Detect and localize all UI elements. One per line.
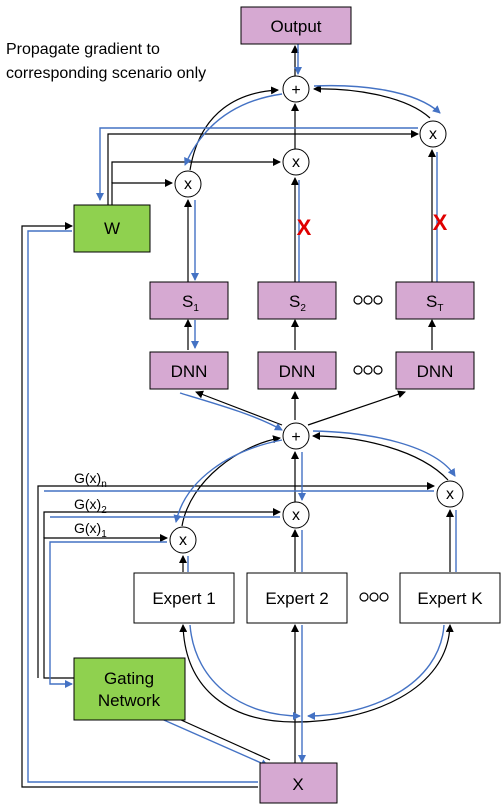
w-label: W — [104, 219, 120, 238]
edge-multT-to-plus — [313, 84, 431, 119]
grad-bmult-to-gating — [49, 541, 167, 688]
mult-bottom-k — [436, 480, 464, 508]
gate-label-2: G(x)2 — [74, 496, 107, 516]
edge-w-to-mult2 — [111, 158, 281, 183]
ellipsis-dnn — [353, 365, 383, 375]
gating-network-box — [73, 657, 186, 721]
gating-label-line2: Network — [98, 691, 161, 710]
dnn3-label: DNN — [417, 362, 454, 381]
mult-bottom-1-sign: x — [179, 532, 187, 549]
note-line-1: Propagate gradient to — [6, 41, 160, 58]
plus-top-sign: + — [291, 82, 300, 99]
edge-gating-to-bmult1 — [43, 534, 168, 679]
grad-w-to-x — [27, 230, 258, 783]
edge-x-to-w — [21, 222, 258, 788]
gate-label-1: G(x)1 — [74, 520, 107, 540]
plus-bottom-sign: + — [291, 429, 300, 446]
mult-top-1-sign: x — [184, 176, 192, 193]
s1-box — [149, 281, 229, 320]
gate-label-n: G(x)n — [74, 470, 107, 490]
expert2-label: Expert 2 — [265, 589, 328, 608]
dnn3-box — [395, 351, 475, 390]
s2-box — [257, 281, 337, 320]
expertk-box — [399, 572, 501, 624]
plus-bottom — [282, 422, 310, 450]
grad-dnn1-to-plus2 — [179, 392, 283, 431]
output-label: Output — [270, 17, 321, 36]
edge-x-to-expert1 — [179, 624, 296, 723]
x-input-box — [259, 762, 338, 804]
edge-bmultK-to-plus2 — [312, 432, 449, 481]
s1-label: S1 — [182, 292, 199, 314]
grad-plus2-to-bmultK — [312, 430, 456, 477]
mult-top-1 — [174, 170, 202, 198]
expert1-box — [133, 572, 235, 624]
mult-bottom-2 — [282, 501, 310, 529]
gating-label-line1: Gating — [104, 669, 154, 688]
w-box — [73, 204, 151, 253]
mult-bottom-k-sign: x — [446, 486, 454, 503]
grad-plus-to-mult1 — [184, 93, 283, 166]
plus-top — [282, 75, 310, 103]
edge-w-to-multT — [107, 130, 419, 205]
blocked-marker-st: X — [433, 210, 448, 235]
note-line-2: corresponding scenario only — [6, 65, 206, 82]
x-input-label: X — [292, 775, 303, 794]
edge-gating-to-bmultK — [37, 482, 435, 678]
grad-plus-to-multT — [313, 84, 441, 114]
mult-top-2-sign: x — [292, 154, 300, 171]
edge-bmult1-to-plus2 — [181, 435, 281, 527]
blocked-marker-s2: X — [297, 215, 312, 240]
edge-plus2-to-dnn3 — [307, 390, 406, 426]
expert1-label: Expert 1 — [152, 589, 215, 608]
mult-top-t-sign: x — [429, 126, 437, 143]
edge-mult1-to-plus — [189, 86, 279, 171]
mult-bottom-2-sign: x — [292, 507, 300, 524]
mult-top-t — [419, 120, 447, 148]
dnn1-label: DNN — [171, 362, 208, 381]
dnn2-label: DNN — [279, 362, 316, 381]
mult-top-2 — [282, 148, 310, 176]
st-label: ST — [426, 292, 443, 314]
dnn1-box — [149, 351, 229, 390]
ellipsis-s — [353, 295, 383, 305]
grad-expert1-to-x — [189, 624, 301, 720]
grad-plus2-to-bmult1 — [173, 439, 283, 523]
output-box — [240, 6, 352, 45]
grad-expertK-to-x — [307, 624, 445, 720]
s2-label: S2 — [289, 292, 306, 314]
edge-w-to-mult1 — [111, 179, 173, 205]
edge-plus2-to-dnn1 — [195, 390, 283, 426]
ellipsis-expert — [359, 592, 389, 602]
mult-bottom-1 — [169, 526, 197, 554]
dnn2-box — [257, 351, 337, 390]
edge-gating-to-bmult2 — [43, 508, 281, 538]
st-box — [395, 281, 475, 320]
expert2-box — [246, 572, 348, 624]
grad-multT-to-w — [96, 127, 418, 201]
edge-x-to-expertK — [294, 624, 454, 723]
expertk-label: Expert K — [417, 589, 483, 608]
